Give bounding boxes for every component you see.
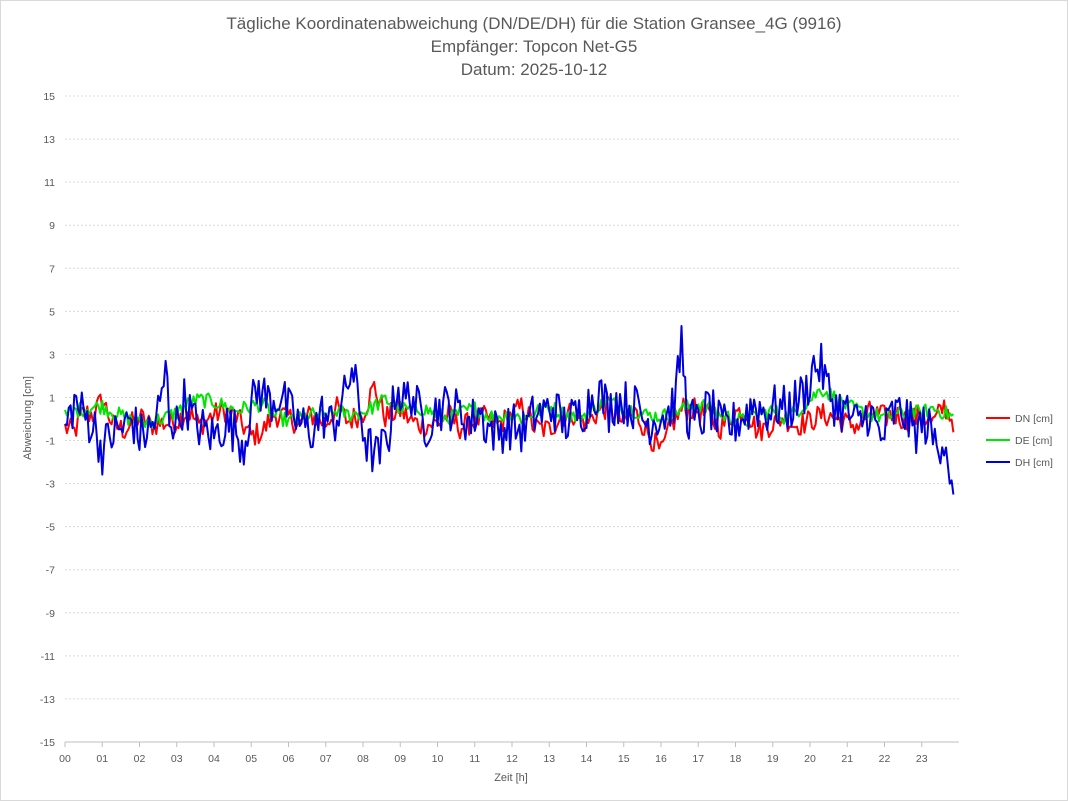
- x-tick-label: 02: [134, 753, 146, 765]
- y-axis-label: Abweichung [cm]: [22, 376, 34, 460]
- x-tick-label: 06: [283, 753, 295, 765]
- y-tick-label: -5: [46, 522, 55, 534]
- legend-entry: DE [cm]: [1015, 435, 1052, 447]
- x-tick-label: 05: [245, 753, 257, 765]
- y-tick-label: -3: [46, 479, 55, 491]
- x-tick-label: 00: [59, 753, 71, 765]
- x-tick-label: 15: [618, 753, 630, 765]
- x-tick-label: 04: [208, 753, 220, 765]
- y-tick-label: 9: [49, 220, 55, 232]
- x-tick-label: 07: [320, 753, 332, 765]
- x-axis-ticks: 00 01 02 03 04 05 06 07 08 09 10 11 12 13 14 15 16 17 18 19…: [59, 753, 928, 765]
- y-tick-label: 3: [49, 349, 55, 361]
- x-tick-label: 19: [767, 753, 779, 765]
- x-tick-label: 08: [357, 753, 369, 765]
- y-tick-label: -15: [40, 737, 55, 749]
- legend: DN [cm] DE [cm] DH [cm]: [986, 413, 1053, 469]
- x-tick-label: 18: [730, 753, 742, 765]
- x-tick-label: 17: [692, 753, 704, 765]
- x-tick-label: 11: [469, 753, 480, 765]
- y-tick-label: -7: [46, 565, 55, 577]
- y-tick-label: 11: [44, 177, 55, 189]
- legend-entry: DN [cm]: [1015, 413, 1053, 425]
- x-tick-label: 21: [841, 753, 853, 765]
- x-axis-label: Zeit [h]: [494, 772, 528, 784]
- x-tick-label: 12: [506, 753, 518, 765]
- x-tick-label: 10: [432, 753, 444, 765]
- x-tick-label: 23: [916, 753, 928, 765]
- x-axis: [64, 741, 959, 747]
- y-tick-label: 5: [49, 306, 55, 318]
- x-tick-label: 20: [804, 753, 816, 765]
- y-tick-label: 7: [49, 263, 55, 275]
- chart-title-group: Tägliche Koordinatenabweichung (DN/DE/DH…: [226, 14, 841, 79]
- x-tick-label: 03: [171, 753, 183, 765]
- chart-subtitle-receiver: Empfänger: Topcon Net-G5: [431, 37, 638, 56]
- x-tick-label: 14: [581, 753, 593, 765]
- y-axis-ticks: 15 13 11 9 7 5 3 1 -1 -3 -5 -7 -9 -11 -13 -15: [40, 91, 55, 749]
- y-tick-label: 13: [43, 134, 55, 146]
- y-tick-label: 1: [49, 392, 55, 404]
- x-tick-label: 09: [394, 753, 406, 765]
- series-lines: [64, 325, 955, 495]
- series-line-dh: [64, 325, 955, 495]
- x-tick-label: 22: [879, 753, 891, 765]
- y-tick-label: 15: [43, 91, 55, 103]
- y-tick-label: -11: [41, 651, 56, 663]
- chart-subtitle-date: Datum: 2025-10-12: [461, 60, 607, 79]
- chart-title: Tägliche Koordinatenabweichung (DN/DE/DH…: [226, 14, 841, 33]
- y-tick-label: -13: [40, 694, 55, 706]
- x-tick-label: 13: [543, 753, 555, 765]
- y-tick-label: -1: [46, 436, 55, 448]
- legend-entry: DH [cm]: [1015, 457, 1053, 469]
- y-tick-label: -9: [46, 608, 55, 620]
- x-tick-label: 16: [655, 753, 667, 765]
- x-tick-label: 01: [96, 753, 108, 765]
